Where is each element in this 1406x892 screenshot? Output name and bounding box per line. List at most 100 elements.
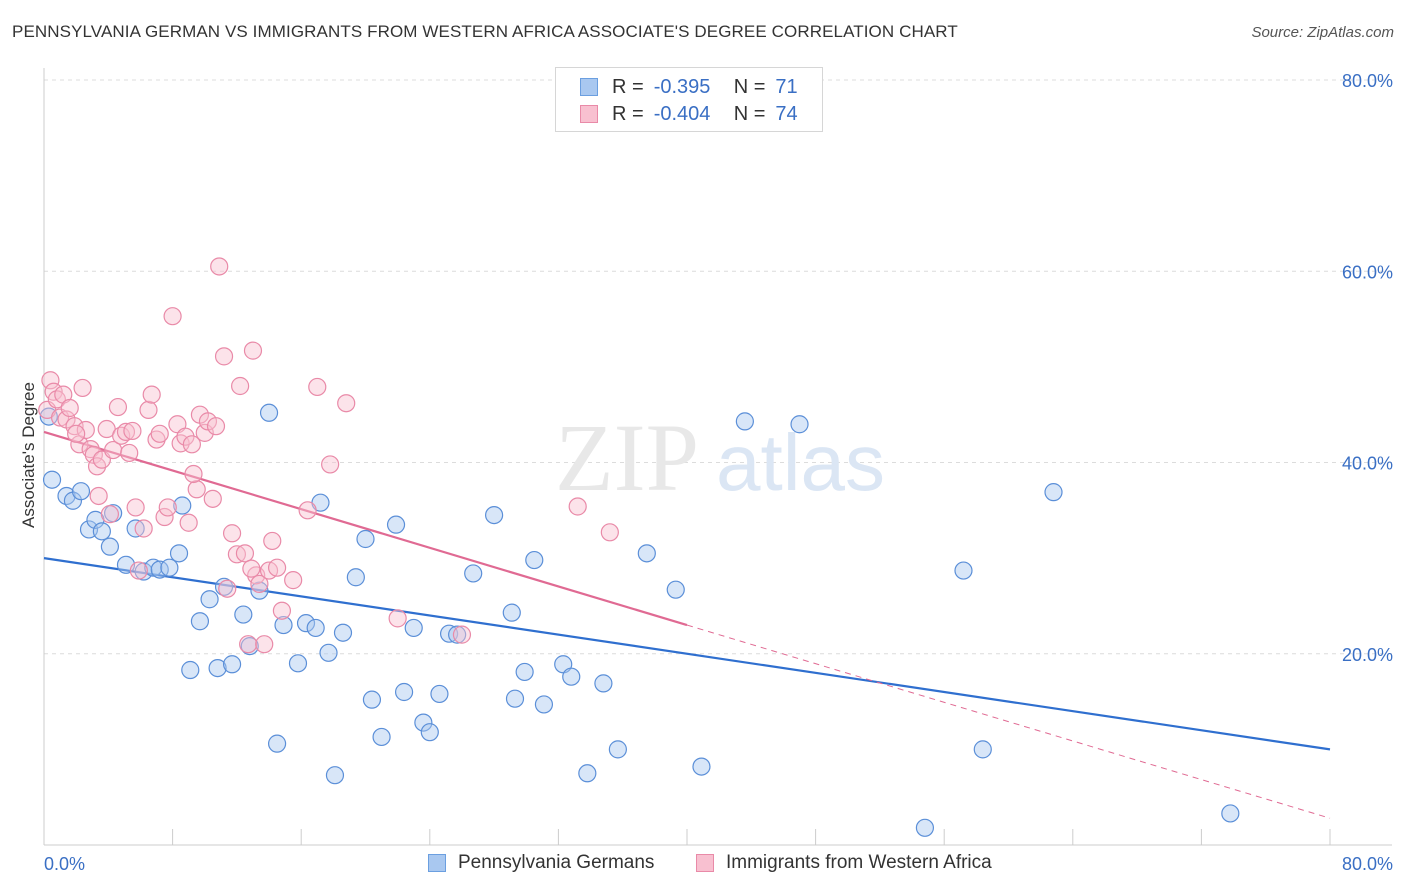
data-point [448, 625, 467, 644]
data-point [242, 559, 261, 578]
data-point [1044, 483, 1063, 502]
data-point [73, 378, 92, 398]
data-point [108, 397, 128, 417]
data-point [420, 723, 439, 742]
data-point [190, 612, 210, 631]
data-point [200, 590, 219, 609]
data-point [195, 423, 214, 442]
data-point [218, 579, 237, 598]
chart-title: PENNSYLVANIA GERMAN VS IMMIGRANTS FROM W… [12, 22, 958, 41]
data-point [182, 435, 201, 454]
data-point [386, 515, 406, 534]
data-point [42, 470, 62, 489]
data-point [134, 519, 153, 538]
y-tick-label: 80.0% [1342, 71, 1393, 91]
data-point [71, 482, 91, 501]
data-point [1221, 804, 1240, 823]
n-value: 74 [775, 102, 798, 125]
data-point [525, 550, 544, 570]
data-point [321, 455, 340, 474]
y-tick-label: 40.0% [1342, 454, 1393, 474]
data-points [38, 257, 1240, 837]
trend-line-extension [686, 624, 1331, 819]
data-point [41, 371, 60, 390]
data-point [735, 412, 754, 431]
data-point [485, 505, 504, 525]
data-point [187, 480, 206, 499]
data-point [333, 623, 353, 642]
data-point [250, 581, 269, 600]
data-point [306, 618, 325, 638]
data-point [81, 440, 100, 459]
data-point [973, 740, 992, 759]
data-point [120, 443, 139, 463]
data-point [169, 544, 189, 563]
x-tick-label: 0.0% [44, 854, 85, 874]
data-point [92, 522, 111, 541]
legend-item-pennsylvania-germans: Pennsylvania Germans [428, 852, 654, 874]
data-point [464, 564, 483, 583]
stats-row-pennsylvania-germans: R = -0.395 N = 71 [580, 74, 798, 100]
data-point [954, 561, 973, 580]
data-point [147, 430, 166, 449]
x-tick-label: 80.0% [1342, 854, 1393, 874]
data-point [267, 558, 287, 577]
data-point [692, 757, 711, 776]
data-point [184, 464, 203, 484]
data-point [388, 609, 407, 628]
data-point [155, 507, 174, 527]
data-point [214, 577, 234, 596]
data-point [404, 618, 423, 638]
trend-line [43, 430, 688, 627]
source-label: Source: ZipAtlas.com [1251, 24, 1394, 41]
data-point [234, 605, 253, 624]
series-points-0 [39, 403, 1240, 837]
data-point [502, 603, 521, 622]
data-point [298, 501, 317, 520]
legend-item-immigrants-western-africa: Immigrants from Western Africa [696, 852, 992, 874]
n-value: 71 [775, 75, 798, 98]
data-point [100, 537, 120, 556]
data-point [181, 660, 200, 680]
data-point [126, 498, 145, 517]
data-point [67, 424, 86, 443]
tick-labels: 20.0% 40.0% 60.0% 80.0% 0.0% 80.0% [44, 71, 1393, 874]
series-points-1 [38, 257, 619, 654]
data-point [222, 524, 242, 543]
data-point [210, 257, 229, 276]
data-point [89, 486, 108, 506]
r-value: -0.395 [653, 75, 711, 98]
trend-line [43, 557, 1331, 751]
stats-legend: R = -0.395 N = 71 R = -0.404 N = 74 [555, 67, 823, 132]
legend-swatch [696, 854, 714, 872]
data-point [515, 662, 534, 682]
data-point [319, 643, 338, 662]
data-point [250, 574, 269, 594]
y-tick-label: 20.0% [1342, 645, 1393, 665]
data-point [267, 734, 287, 753]
data-point [231, 376, 250, 396]
data-point [173, 496, 192, 515]
data-point [263, 531, 282, 551]
data-point [239, 635, 258, 654]
watermark: ZIP atlas [555, 404, 885, 511]
y-tick-label: 60.0% [1342, 262, 1393, 282]
data-point [158, 498, 177, 517]
data-point [296, 614, 316, 633]
data-point [142, 385, 161, 404]
series-legend: Pennsylvania Germans Immigrants from Wes… [0, 852, 1406, 878]
data-point [452, 625, 472, 644]
data-point [243, 341, 263, 360]
data-point [160, 558, 179, 577]
data-point [144, 558, 163, 577]
data-point [259, 403, 279, 422]
stats-row-immigrants-western-africa: R = -0.404 N = 74 [580, 101, 798, 127]
data-point [356, 529, 375, 549]
data-point [325, 766, 345, 785]
data-point [123, 421, 142, 441]
data-point [790, 415, 809, 434]
data-point [208, 658, 227, 678]
data-point [288, 654, 308, 673]
data-point [562, 667, 581, 686]
